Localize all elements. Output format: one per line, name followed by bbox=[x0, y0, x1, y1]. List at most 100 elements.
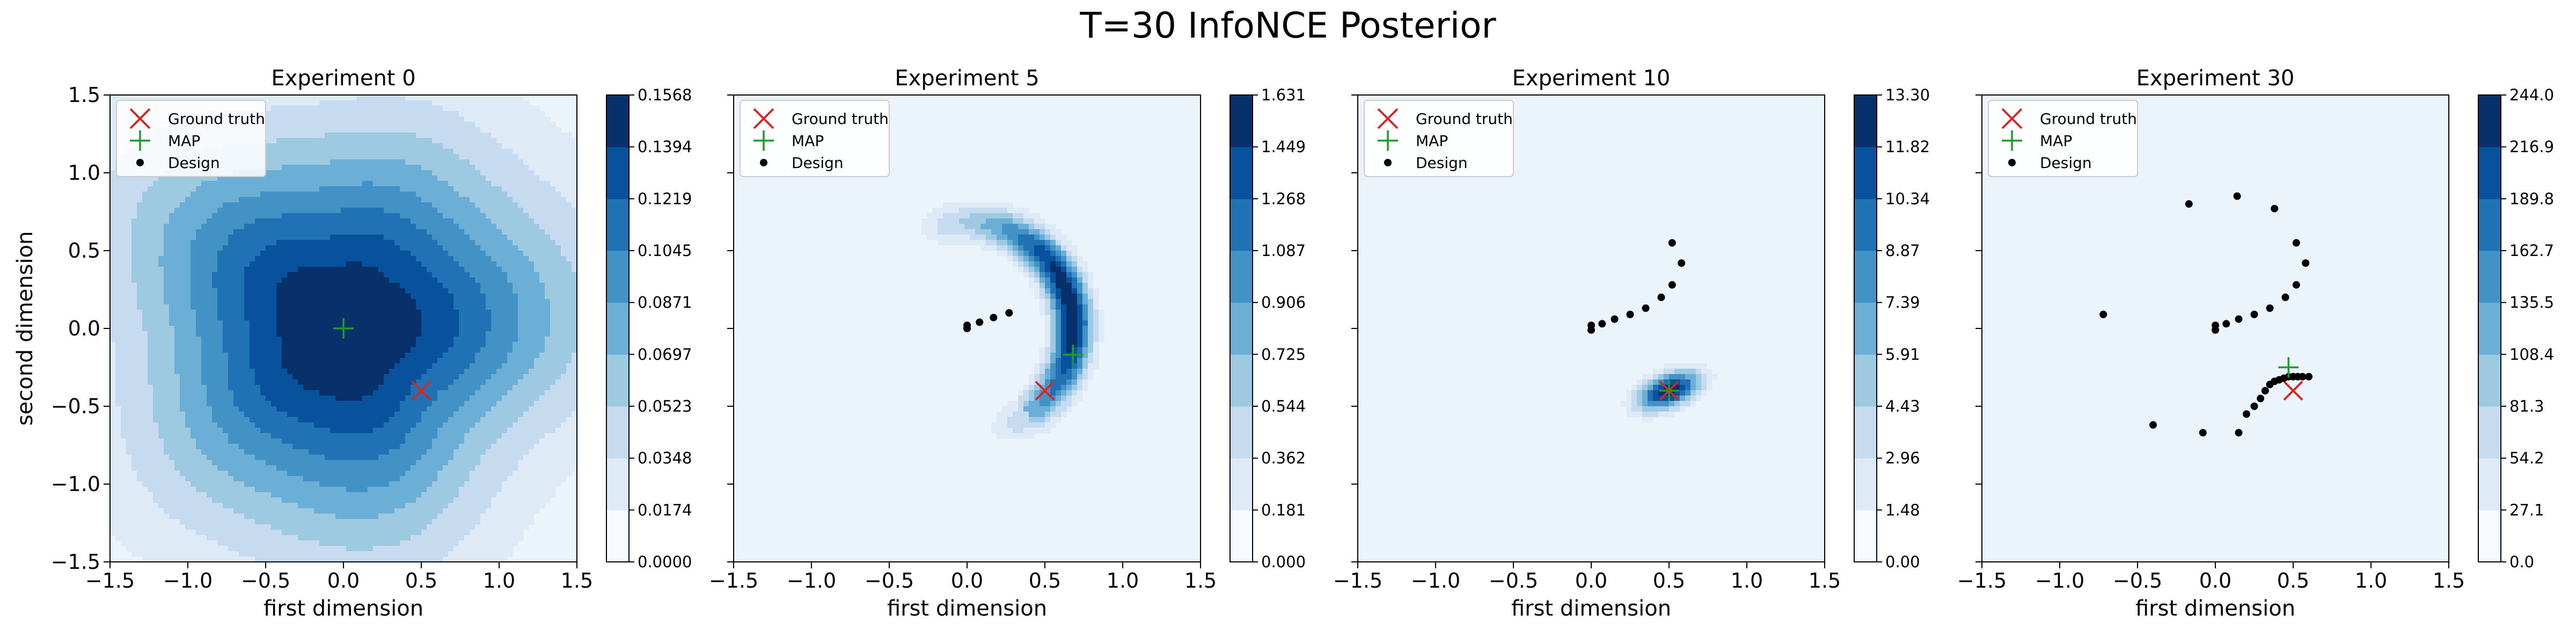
map-marker bbox=[1659, 380, 1679, 401]
colorbar-band bbox=[1854, 95, 1877, 148]
colorbar-band bbox=[1230, 354, 1253, 407]
colorbar-tick-label: 0.00 bbox=[1885, 553, 1920, 571]
colorbar-tick-label: 5.91 bbox=[1885, 345, 1920, 363]
colorbar-tick-label: 0.725 bbox=[1261, 345, 1306, 363]
colorbar-tick-label: 162.7 bbox=[2509, 241, 2554, 260]
x-tick-label: 1.5 bbox=[1184, 569, 1217, 592]
colorbar-tick-label: 244.0 bbox=[2509, 86, 2554, 104]
colorbar-tick-label: 4.43 bbox=[1885, 397, 1920, 415]
x-tick-label: 0.0 bbox=[2199, 569, 2231, 592]
ground-truth-marker bbox=[411, 380, 431, 401]
colorbar-band bbox=[1230, 251, 1253, 303]
colorbar-band bbox=[606, 147, 629, 199]
x-tick-label: 1.0 bbox=[483, 569, 515, 592]
colorbar-tick-label: 11.82 bbox=[1885, 138, 1930, 156]
colorbar: 0.00 1.48 2.96 4.43 5.91 7.39 8.87 10.34 11.82 13… bbox=[1854, 86, 1930, 571]
y-tick-label: −1.5 bbox=[51, 550, 100, 574]
colorbar-band bbox=[1854, 251, 1877, 303]
design-point bbox=[2222, 320, 2230, 328]
colorbar-band bbox=[1854, 354, 1877, 407]
legend-design-label: Design bbox=[792, 154, 844, 172]
legend-design-label: Design bbox=[1416, 154, 1468, 172]
colorbar-tick-label: 108.4 bbox=[2509, 345, 2554, 363]
design-point bbox=[963, 325, 971, 332]
design-point bbox=[1668, 281, 1676, 289]
colorbar-band bbox=[1230, 95, 1253, 148]
design-point bbox=[1657, 294, 1665, 301]
panel-1: Experiment 5 −1.5 −1.0 −0.5 0.0 0.5 1.0 1.5 firs… bbox=[709, 66, 1306, 621]
design-point bbox=[990, 313, 998, 321]
legend-box bbox=[1364, 100, 1514, 177]
map-marker bbox=[1063, 345, 1084, 365]
x-tick-label: −1.0 bbox=[787, 569, 836, 592]
colorbar-tick-label: 27.1 bbox=[2509, 501, 2544, 519]
panel-0: Experiment 0 −1.5 −1.0 −0.5 0.0 0.5 1.0 1.5 firs… bbox=[13, 66, 692, 621]
legend-ground-truth-label: Ground truth bbox=[792, 110, 889, 128]
x-tick-label: −1.0 bbox=[163, 569, 213, 592]
colorbar-band bbox=[1230, 406, 1253, 459]
x-tick-label: 0.5 bbox=[1653, 569, 1685, 592]
x-tick-label: 0.5 bbox=[1029, 569, 1061, 592]
legend-ground-truth-label: Ground truth bbox=[2040, 110, 2137, 128]
design-point bbox=[2199, 429, 2207, 437]
colorbar-band bbox=[606, 510, 629, 562]
design-point bbox=[1678, 259, 1686, 267]
colorbar-band bbox=[1230, 510, 1253, 562]
legend: Ground truth MAP Design bbox=[740, 100, 890, 177]
x-tick-label: 1.5 bbox=[561, 569, 593, 592]
colorbar-frame bbox=[606, 94, 630, 562]
map-marker bbox=[2278, 357, 2299, 378]
design-point bbox=[2235, 315, 2243, 323]
legend: Ground truth MAP Design bbox=[1364, 100, 1514, 177]
legend-map-icon bbox=[130, 130, 150, 151]
x-axis-label: first dimension bbox=[2135, 596, 2295, 621]
legend-box bbox=[1988, 100, 2138, 177]
colorbar-band bbox=[1854, 302, 1877, 355]
colorbar-band bbox=[606, 199, 629, 251]
design-point bbox=[976, 318, 984, 326]
colorbar-tick-label: 54.2 bbox=[2509, 449, 2544, 467]
colorbar-band bbox=[2478, 199, 2501, 251]
colorbar-tick-label: 0.0174 bbox=[638, 501, 692, 519]
x-tick-label: 0.0 bbox=[327, 569, 360, 592]
design-point bbox=[1005, 309, 1013, 317]
colorbar: 0.0 27.1 54.2 81.3 108.4 135.5 162.7 189.8 216.9… bbox=[2478, 86, 2554, 571]
panels-container: Experiment 0 −1.5 −1.0 −0.5 0.0 0.5 1.0 1.5 firs… bbox=[13, 66, 2554, 621]
colorbar-band bbox=[1854, 406, 1877, 459]
colorbar-tick-label: 1.48 bbox=[1885, 501, 1920, 519]
colorbar-tick-label: 13.30 bbox=[1885, 86, 1930, 104]
colorbar-band bbox=[606, 302, 629, 355]
colorbar-tick-label: 0.0697 bbox=[638, 345, 692, 363]
legend-map-icon bbox=[1378, 130, 1398, 151]
y-axis-label: second dimension bbox=[13, 231, 38, 426]
legend-design-label: Design bbox=[168, 154, 220, 172]
x-tick-label: 1.0 bbox=[1731, 569, 1763, 592]
colorbar-tick-label: 0.1045 bbox=[638, 241, 692, 260]
x-tick-label: −0.5 bbox=[1489, 569, 1538, 592]
legend-design-icon bbox=[136, 159, 144, 166]
colorbar-tick-label: 0.0871 bbox=[638, 294, 692, 312]
design-point bbox=[1642, 304, 1650, 312]
legend-ground-truth-icon bbox=[753, 108, 774, 129]
design-point bbox=[2302, 259, 2310, 267]
panel-title: Experiment 30 bbox=[2136, 66, 2295, 91]
colorbar-tick-label: 1.631 bbox=[1261, 86, 1306, 104]
colorbar-band bbox=[2478, 510, 2501, 562]
legend-ground-truth-icon bbox=[129, 108, 151, 129]
colorbar: 0.000 0.181 0.362 0.544 0.725 0.906 1.087 1.268… bbox=[1230, 86, 1306, 571]
colorbar-tick-label: 10.34 bbox=[1885, 189, 1930, 208]
panel-2: Experiment 10 −1.5 −1.0 −0.5 0.0 0.5 1.0 1.5 fir… bbox=[1333, 66, 1930, 621]
design-point bbox=[2266, 304, 2274, 312]
colorbar-band bbox=[606, 406, 629, 459]
design-point bbox=[2281, 294, 2289, 301]
design-point bbox=[2250, 310, 2258, 318]
colorbar-tick-label: 0.0348 bbox=[638, 449, 692, 467]
colorbar-band bbox=[2478, 95, 2501, 148]
contour-fill bbox=[110, 95, 577, 562]
colorbar-band bbox=[606, 251, 629, 303]
colorbar-tick-label: 0.1219 bbox=[638, 189, 692, 208]
colorbar-frame bbox=[1854, 94, 1877, 562]
colorbar-tick-label: 81.3 bbox=[2509, 397, 2544, 415]
colorbar-band bbox=[1230, 458, 1253, 510]
